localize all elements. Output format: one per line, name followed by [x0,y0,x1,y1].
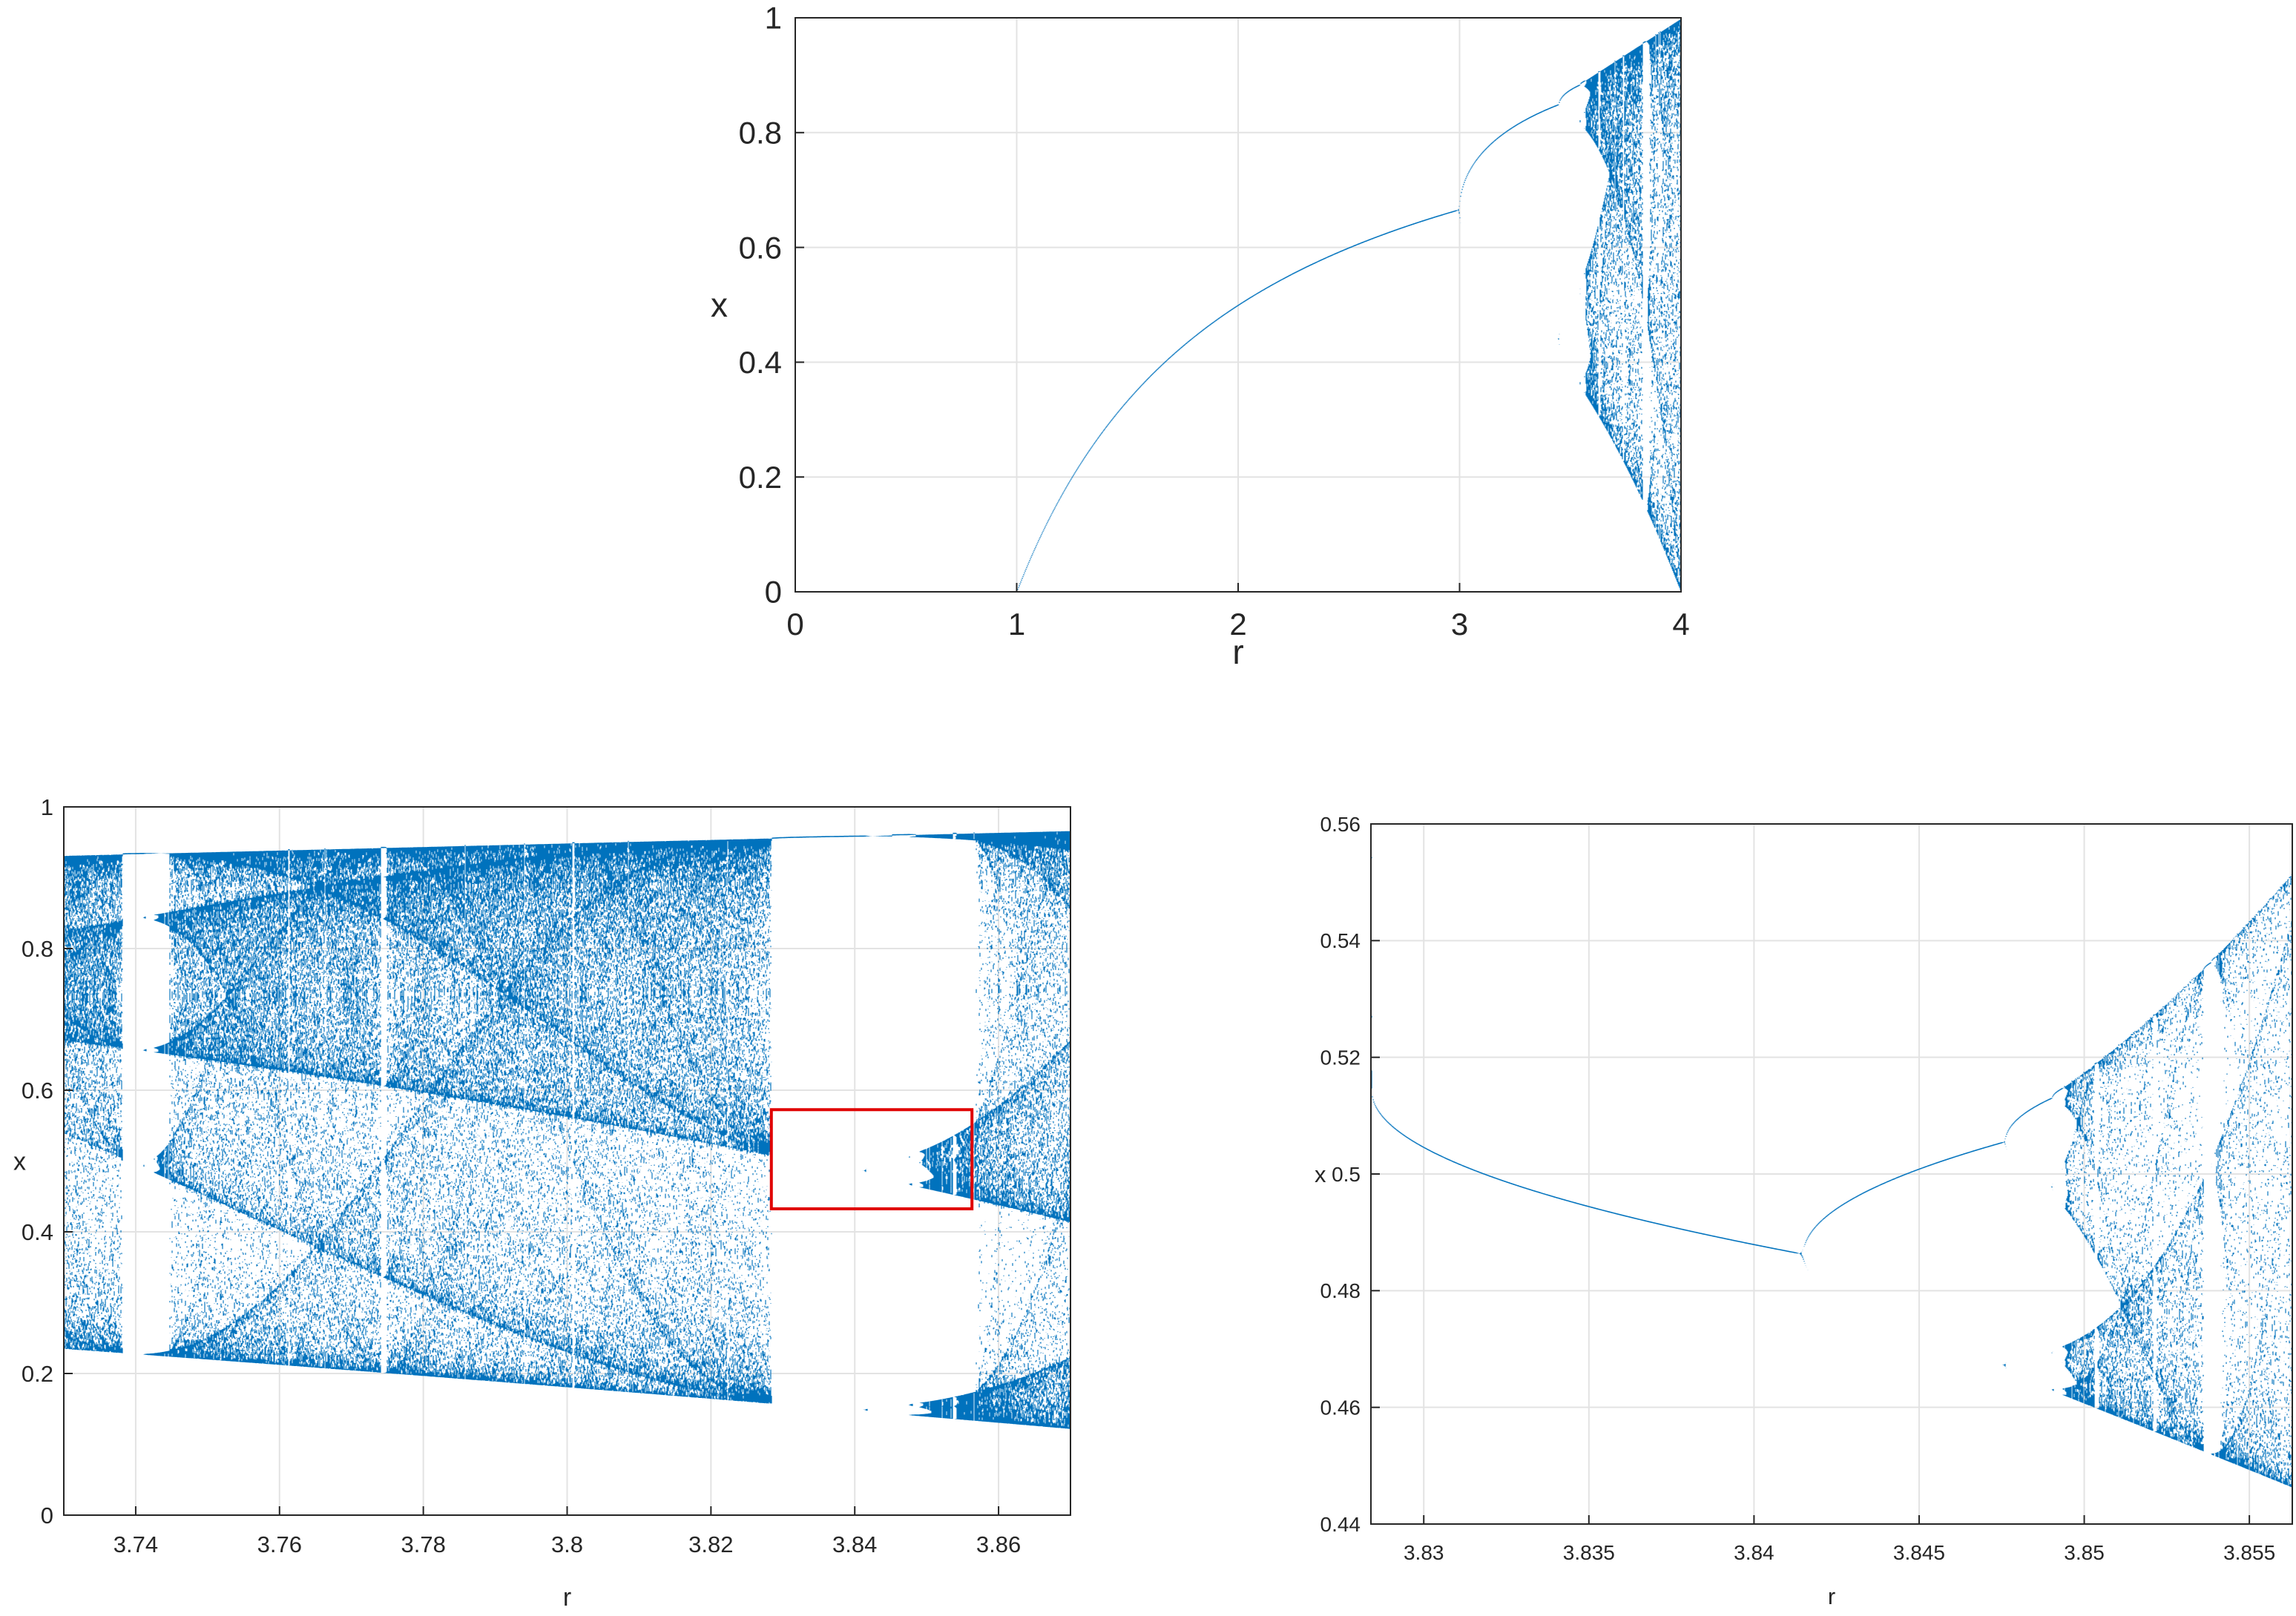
y-tick-label: 0.48 [1320,1279,1361,1302]
x-axis-label: r [1232,633,1243,671]
y-tick-label: 0.54 [1320,929,1361,952]
y-axis-label: x [1315,1161,1326,1187]
x-tick-label: 3.78 [401,1531,445,1557]
y-tick-label: 0.2 [739,460,782,495]
x-tick-label: 3 [1451,607,1468,642]
y-tick-label: 0 [765,575,782,610]
y-tick-label: 0.8 [739,116,782,151]
x-tick-label: 3.84 [832,1531,877,1557]
x-tick-label: 0 [786,607,803,642]
y-tick-label: 0.8 [22,936,53,962]
x-tick-label: 3.85 [2064,1541,2105,1564]
y-tick-label: 0.44 [1320,1513,1361,1536]
y-tick-label: 0.5 [1332,1163,1361,1186]
chart-zoom1: 3.74 3.76 3.78 3.8 3.82 3.84 3.86 0 0.2 0.4 0.6 0.8… [13,794,1071,1612]
y-tick-label: 0 [41,1503,53,1528]
y-tick-label: 1 [41,794,53,820]
chart-zoom2: 3.83 3.835 3.84 3.845 3.85 3.855 0.44 0.46 0.48 0… [1315,813,2293,1609]
x-axis-label: r [563,1583,571,1612]
x-tick-label: 2 [1229,607,1246,642]
y-tick-label: 0.6 [22,1078,53,1104]
x-tick-label: 3.845 [1893,1541,1945,1564]
x-tick-label: 3.86 [976,1531,1021,1557]
x-tick-label: 3.855 [2223,1541,2275,1564]
zoom-region-box [769,1108,974,1210]
x-tick-label: 3.76 [257,1531,302,1557]
y-tick-label: 0.52 [1320,1046,1361,1069]
chart-full: 0 1 2 3 4 0 0.2 0.4 0.6 0.8 1 r x [711,1,1690,671]
y-tick-label: 1 [765,1,782,36]
x-tick-label: 3.8 [551,1531,583,1557]
y-axis-label: x [13,1147,26,1175]
x-tick-label: 3.74 [114,1531,158,1557]
x-tick-label: 3.83 [1404,1541,1444,1564]
y-tick-label: 0.2 [22,1361,53,1387]
y-tick-label: 0.46 [1320,1396,1361,1419]
y-tick-label: 0.6 [739,230,782,265]
x-tick-label: 3.835 [1563,1541,1615,1564]
x-tick-label: 3.84 [1734,1541,1774,1564]
x-axis-label: r [1828,1583,1835,1609]
x-tick-label: 1 [1008,607,1025,642]
y-tick-label: 0.56 [1320,813,1361,836]
x-tick-label: 4 [1672,607,1689,642]
y-axis-label: x [711,286,728,324]
y-tick-label: 0.4 [739,345,782,380]
x-tick-label: 3.82 [688,1531,733,1557]
y-tick-label: 0.4 [22,1219,53,1245]
